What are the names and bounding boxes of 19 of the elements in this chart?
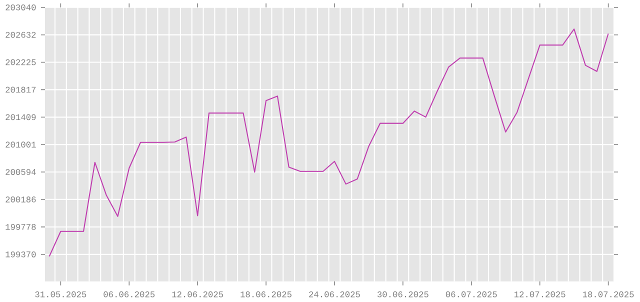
- x-tick-label: 18.07.2025: [582, 292, 634, 298]
- y-tick-label: 200186: [6, 196, 36, 203]
- x-tick-label: 06.07.2025: [446, 292, 497, 298]
- y-tick-label: 201001: [6, 142, 36, 148]
- y-tick-label: 202225: [6, 59, 36, 66]
- y-tick-label: 199370: [6, 252, 36, 258]
- y-tick-label: 201409: [6, 114, 36, 120]
- x-tick-label: 12.07.2025: [514, 292, 566, 298]
- y-tick-label: 203040: [6, 4, 36, 10]
- x-tick-label: 06.06.2025: [104, 292, 155, 298]
- y-tick-label: 200594: [6, 169, 36, 176]
- x-tick-label: 24.06.2025: [309, 292, 360, 298]
- x-tick-label: 30.06.2025: [377, 292, 428, 298]
- x-tick-label: 31.05.2025: [35, 292, 86, 298]
- y-tick-label: 201817: [6, 86, 36, 93]
- y-tick-label: 202632: [6, 32, 36, 38]
- y-tick-label: 199778: [6, 224, 36, 230]
- x-tick-label: 12.06.2025: [172, 292, 224, 298]
- x-tick-label: 18.06.2025: [240, 292, 292, 298]
